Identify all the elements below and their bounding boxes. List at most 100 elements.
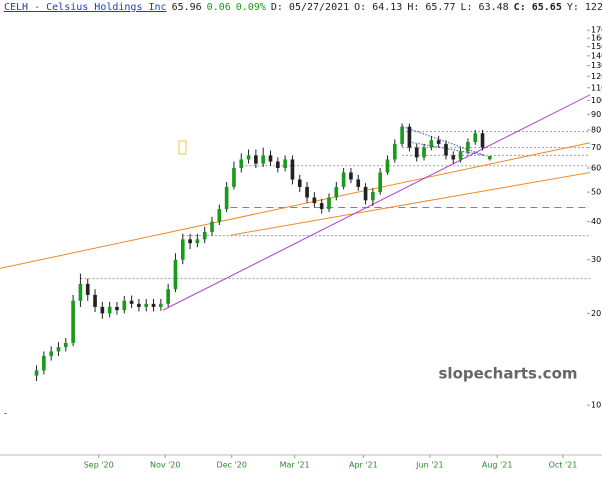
candle-body: [254, 155, 258, 164]
y-tick-label: 110: [591, 83, 602, 92]
candle-body: [275, 161, 280, 168]
candle-body: [85, 283, 90, 295]
x-tick-label: Nov '20: [150, 461, 181, 470]
symbol[interactable]: CELH - Celsius Holdings Inc: [4, 2, 167, 13]
date: D: 05/27/2021: [270, 2, 350, 13]
open: O: 64.13: [354, 2, 403, 13]
candle-body: [488, 156, 492, 160]
candle-body: [93, 294, 97, 307]
candle-body: [407, 126, 412, 148]
candle-body: [341, 172, 346, 187]
y-tick-label: 150: [591, 42, 602, 51]
y-tick-label: 50: [591, 188, 601, 197]
trendline: [0, 142, 590, 269]
x-tick-label: Mar '21: [280, 461, 310, 470]
close: C: 65.65: [513, 2, 562, 13]
marker-box: [178, 140, 187, 155]
candle-body: [422, 147, 426, 158]
candle-body: [49, 351, 54, 356]
header: CELH - Celsius Holdings Inc 65.96 0.06 0.09…: [4, 2, 602, 13]
candle-body: [217, 209, 222, 222]
candle-body: [151, 303, 156, 307]
candle-body: [173, 259, 178, 290]
candle-body: [166, 289, 170, 304]
candle-body: [202, 231, 207, 240]
candle-body: [312, 197, 317, 204]
y-tick-label: 90: [591, 110, 601, 119]
candle-body: [246, 155, 251, 160]
candle-body: [385, 159, 390, 173]
candle-body: [466, 142, 470, 152]
y-tick-label: 70: [591, 143, 601, 152]
candle-body: [100, 306, 105, 314]
x-tick-label: Apr '21: [349, 461, 378, 470]
change: 0.06: [206, 2, 231, 13]
low: L: 63.48: [460, 2, 509, 13]
candle-body: [334, 186, 339, 198]
candle-body: [224, 186, 229, 210]
y-tick-label: 100: [591, 96, 602, 105]
candle-body: [71, 300, 75, 343]
candle-body: [283, 159, 287, 168]
candle-body: [239, 159, 244, 168]
candle-body: [356, 179, 361, 187]
trendline: [230, 171, 590, 236]
candle-body: [261, 155, 266, 164]
y-tick-label: 20: [591, 309, 601, 318]
candle-body: [414, 147, 419, 158]
candle-body: [429, 140, 434, 148]
y-tick-label: 140: [591, 51, 602, 60]
watermark: slopecharts.com: [439, 365, 578, 383]
candle-body: [34, 370, 39, 376]
candle-body: [268, 155, 273, 162]
y-tick-label: 130: [591, 61, 602, 70]
y-tick-label: 60: [591, 163, 601, 172]
year-high: Y: 122.37: [566, 2, 602, 13]
candle-body: [188, 239, 192, 244]
candle-body: [137, 303, 141, 307]
dash-mark: -: [4, 409, 7, 418]
candle-body: [436, 140, 441, 144]
candle-body: [451, 155, 456, 160]
x-tick-label: Oct '21: [549, 461, 578, 470]
x-tick-label: Dec '20: [217, 461, 247, 470]
candle-body: [458, 151, 463, 160]
candle-body: [232, 167, 236, 187]
trendline: [409, 141, 485, 156]
x-tick-label: Jun '21: [415, 461, 443, 470]
candle-body: [144, 303, 149, 307]
candle-body: [78, 283, 83, 301]
candle-body: [363, 186, 368, 201]
candle-body: [210, 221, 214, 232]
candle-body: [56, 347, 61, 352]
candle-body: [195, 239, 200, 244]
y-tick-label: 160: [591, 34, 602, 43]
y-tick-label: 120: [591, 72, 602, 81]
y-tick-label: 10: [591, 401, 601, 410]
candle-body: [159, 303, 163, 307]
y-tick-label: 80: [591, 125, 601, 134]
candle-body: [392, 143, 397, 160]
candle-body: [349, 172, 353, 180]
last-price: 65.96: [171, 2, 202, 13]
candle-body: [319, 203, 324, 210]
candle-body: [42, 355, 46, 371]
candle-body: [63, 342, 68, 348]
candle-body: [122, 300, 127, 311]
high: H: 65.77: [407, 2, 456, 13]
candle-body: [107, 306, 112, 314]
candle-body: [115, 306, 119, 311]
candle-body: [290, 159, 295, 180]
x-tick-label: Aug '21: [482, 461, 513, 470]
candle-body: [444, 143, 448, 156]
candle-body: [378, 172, 383, 193]
x-tick-label: Sep '20: [84, 461, 114, 470]
y-tick-label: 170: [591, 26, 602, 35]
candle-body: [305, 186, 309, 198]
candle-body: [129, 300, 134, 304]
candle-body: [400, 126, 404, 144]
plot: [0, 94, 590, 381]
candle-body: [371, 192, 375, 201]
